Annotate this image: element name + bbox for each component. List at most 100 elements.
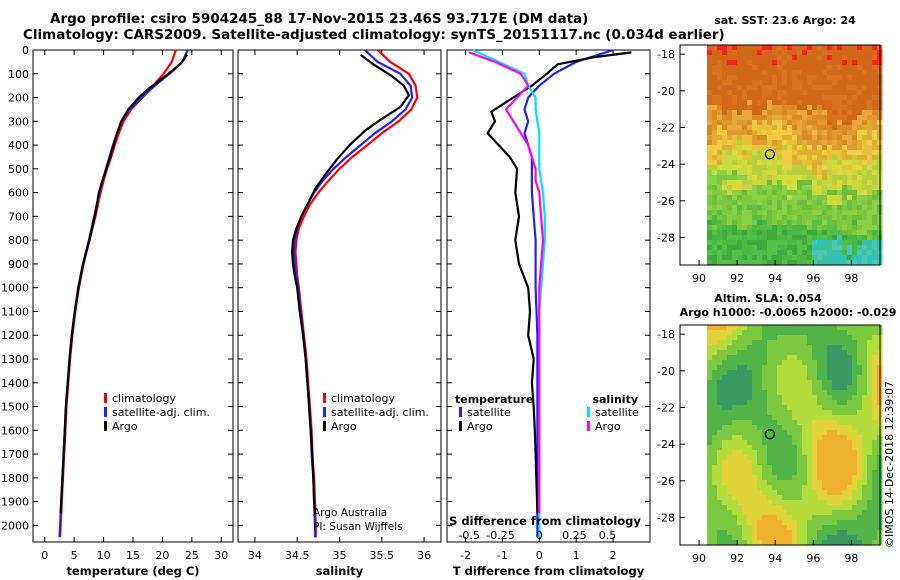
- map-cell: [817, 540, 823, 546]
- map-cell: [817, 455, 823, 461]
- map-cell: [807, 365, 813, 371]
- map-cell: [837, 115, 843, 121]
- map-cell: [857, 355, 863, 361]
- map-cell: [872, 240, 878, 246]
- map-cell: [732, 480, 738, 486]
- map-cell: [712, 45, 718, 51]
- map-cell: [807, 425, 813, 431]
- map-cell: [837, 330, 843, 336]
- map-cell: [732, 405, 738, 411]
- map-cell: [807, 90, 813, 96]
- map-cell: [872, 540, 878, 546]
- map-cell: [777, 455, 783, 461]
- map-cell: [707, 490, 713, 496]
- map-cell: [792, 355, 798, 361]
- map-cell: [832, 110, 838, 116]
- map-cell: [747, 515, 753, 521]
- map-cell: [797, 340, 803, 346]
- map-cell: [827, 150, 833, 156]
- map-cell: [872, 400, 878, 406]
- map-cell: [787, 460, 793, 466]
- map-cell: [772, 465, 778, 471]
- map-cell: [717, 325, 723, 331]
- map-cell: [777, 515, 783, 521]
- map-cell: [782, 65, 788, 71]
- map-cell: [707, 205, 713, 211]
- map-cell: [847, 150, 853, 156]
- map-cell: [767, 210, 773, 216]
- map-cell: [812, 540, 818, 546]
- map-cell: [842, 325, 848, 331]
- map-cell: [772, 220, 778, 226]
- map-cell: [717, 360, 723, 366]
- map-cell: [862, 445, 868, 451]
- map-cell: [807, 60, 813, 66]
- map-cell: [782, 240, 788, 246]
- map-cell: [712, 495, 718, 501]
- map-cell: [857, 200, 863, 206]
- map-cell: [837, 490, 843, 496]
- map-cell: [842, 390, 848, 396]
- map-cell: [767, 440, 773, 446]
- map-cell: [722, 505, 728, 511]
- map-cell: [812, 50, 818, 56]
- map-cell: [707, 380, 713, 386]
- map-cell: [837, 495, 843, 501]
- secondary-tick-label: -0.25: [486, 529, 514, 542]
- map-cell: [852, 355, 858, 361]
- map-cell: [707, 75, 713, 81]
- map-cell: [832, 435, 838, 441]
- map-cell: [747, 140, 753, 146]
- map-cell: [772, 435, 778, 441]
- map-cell: [812, 490, 818, 496]
- map-cell: [862, 480, 868, 486]
- map-cell: [842, 45, 848, 51]
- map-cell: [757, 475, 763, 481]
- map-cell: [747, 200, 753, 206]
- map-cell: [827, 385, 833, 391]
- map-cell: [832, 195, 838, 201]
- map-cell: [747, 70, 753, 76]
- map-cell: [777, 510, 783, 516]
- map-cell: [782, 160, 788, 166]
- map-cell: [787, 370, 793, 376]
- map-cell: [722, 495, 728, 501]
- map-cell: [762, 505, 768, 511]
- map-cell: [857, 80, 863, 86]
- map-cell: [727, 225, 733, 231]
- map-cell: [867, 240, 873, 246]
- map-cell: [842, 345, 848, 351]
- map-cell: [747, 230, 753, 236]
- map-cell: [787, 505, 793, 511]
- credit-line: PI: Susan Wijffels: [313, 521, 403, 533]
- map-cell: [762, 95, 768, 101]
- map-cell: [867, 65, 873, 71]
- map-cell: [732, 500, 738, 506]
- map-cell: [732, 55, 738, 61]
- map-cell: [747, 165, 753, 171]
- map-cell: [732, 470, 738, 476]
- map-cell: [782, 140, 788, 146]
- map-cell: [812, 375, 818, 381]
- map-cell: [727, 130, 733, 136]
- map-cell: [787, 470, 793, 476]
- map-cell: [812, 325, 818, 331]
- map-cell: [802, 95, 808, 101]
- map-cell: [762, 210, 768, 216]
- map-cell: [772, 115, 778, 121]
- map-cell: [772, 395, 778, 401]
- map-cell: [802, 125, 808, 131]
- map-cell: [797, 105, 803, 111]
- map-cell: [872, 445, 878, 451]
- map-cell: [852, 390, 858, 396]
- map-cell: [802, 255, 808, 261]
- map-lon-label: 98: [844, 552, 858, 565]
- map-cell: [807, 130, 813, 136]
- map-cell: [867, 90, 873, 96]
- map-cell: [767, 455, 773, 461]
- map-cell: [847, 420, 853, 426]
- map-cell: [802, 155, 808, 161]
- map-cell: [837, 245, 843, 251]
- map-cell: [747, 340, 753, 346]
- map-cell: [772, 90, 778, 96]
